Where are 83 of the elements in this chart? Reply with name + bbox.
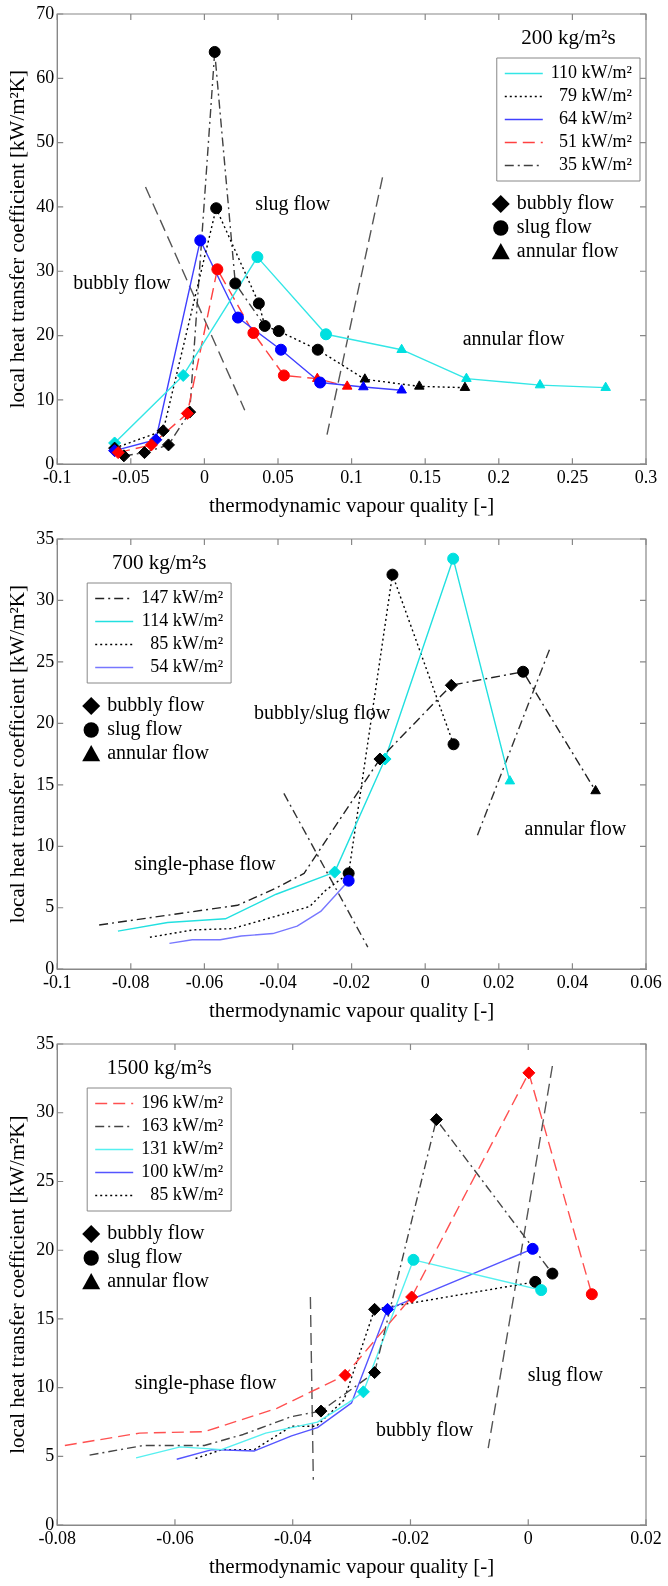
y-tick-label: 40 [36,195,55,216]
legend-label: 110 kW/m² [550,62,632,83]
annotation: single-phase flow [134,851,277,875]
x-tick-label: 0 [420,971,430,992]
annotation: bubbly/slug flow [254,700,391,724]
y-tick-label: 10 [36,388,55,409]
legend-title: 700 kg/m²s [111,550,207,575]
annotation: bubbly flow [376,1417,474,1441]
legend-label: bubbly flow [516,191,615,215]
x-axis-title: thermodynamic vapour quality [-] [209,1553,495,1578]
legend-title: 1500 kg/m²s [106,1055,212,1080]
x-tick-label: 0 [523,1527,533,1548]
annotation: bubbly flow [73,271,172,295]
legend-label: 85 kW/m² [150,633,224,654]
legend-label: bubbly flow [107,1221,205,1245]
legend-label: 79 kW/m² [559,85,632,106]
legend-label: slug flow [107,717,183,741]
y-tick-label: 20 [36,324,55,345]
y-tick-label: 5 [45,896,55,917]
x-tick-label: -0.02 [332,971,371,992]
y-tick-label: 30 [36,1101,55,1122]
x-tick-label: 0.02 [483,971,515,992]
x-tick-label: 0.25 [556,466,589,487]
annotation: slug flow [527,1362,604,1386]
x-tick-label: 0.1 [340,466,363,487]
x-tick-label: 0.2 [487,466,511,487]
legend-label: 64 kW/m² [559,108,632,129]
x-axis-title: thermodynamic vapour quality [-] [209,997,495,1022]
legend-label: annular flow [516,239,619,262]
legend-label: 163 kW/m² [141,1115,224,1136]
x-axis-title: thermodynamic vapour quality [-] [209,492,495,517]
y-tick-label: 30 [36,259,55,280]
y-tick-label: 35 [36,1032,55,1053]
legend-label: 196 kW/m² [141,1092,224,1113]
y-tick-label: 50 [36,131,55,152]
legend-label: bubbly flow [107,693,205,717]
y-tick-label: 15 [36,1307,55,1328]
legend-label: 54 kW/m² [150,656,224,677]
legend-label: annular flow [107,1269,210,1292]
x-tick-label: -0.02 [391,1527,430,1548]
legend-label: annular flow [107,741,210,764]
y-tick-label: 30 [36,589,55,610]
x-tick-label: -0.05 [112,466,150,487]
legend-label: 114 kW/m² [141,610,224,631]
legend-label: 131 kW/m² [141,1138,224,1159]
y-tick-label: 20 [36,1238,55,1259]
annotation: annular flow [462,326,565,349]
x-tick-label: 0 [199,466,209,487]
legend-label: 100 kW/m² [141,1161,224,1182]
legend-title: 200 kg/m²s [521,25,616,50]
y-tick-label: 25 [36,650,55,671]
annotation: single-phase flow [134,1370,277,1394]
legend-label: 147 kW/m² [141,587,224,608]
x-tick-label: -0.04 [273,1527,312,1548]
legend-label: 85 kW/m² [150,1184,224,1205]
y-tick-label: 70 [36,2,55,23]
x-tick-label: 0.3 [634,466,658,487]
legend-label: slug flow [107,1245,183,1269]
x-tick-label: -0.06 [156,1527,194,1548]
x-tick-label: 0.06 [630,971,662,992]
x-tick-label: 0.02 [630,1527,662,1548]
y-tick-label: 35 [36,527,55,548]
y-axis-title: local heat transfer coefficient [kW/m²K] [5,584,30,924]
y-axis-title: local heat transfer coefficient [kW/m²K] [5,69,30,409]
x-tick-label: -0.08 [112,971,150,992]
y-axis-title: local heat transfer coefficient [kW/m²K] [5,1115,30,1454]
x-tick-label: -0.04 [259,971,297,992]
annotation: annular flow [524,817,627,840]
x-tick-label: -0.06 [185,971,224,992]
legend-label: 35 kW/m² [559,154,632,175]
legend-label: slug flow [516,215,593,239]
x-tick-label: 0.15 [409,466,441,487]
y-tick-label: 5 [45,1445,55,1466]
y-tick-label: 25 [36,1170,55,1191]
legend-label: 51 kW/m² [559,131,632,152]
y-tick-label: 10 [36,1376,55,1397]
x-tick-label: 0.05 [262,466,294,487]
y-tick-label: 10 [36,835,55,856]
y-tick-label: 20 [36,712,55,733]
x-tick-label: 0.04 [556,971,589,992]
y-tick-label: 60 [36,67,55,88]
y-tick-label: 15 [36,773,55,794]
annotation: slug flow [255,191,331,215]
